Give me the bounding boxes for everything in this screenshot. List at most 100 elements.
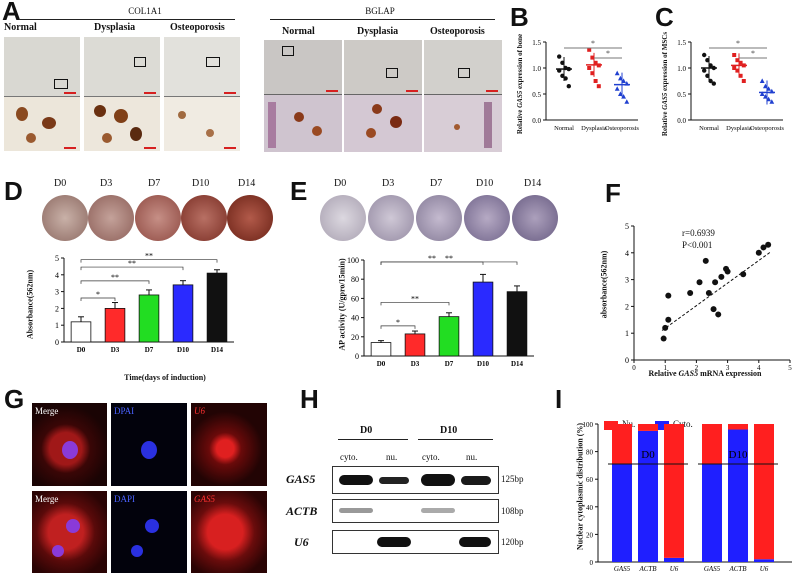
panel-h-blot-gas5 — [332, 466, 499, 494]
panel-b-point — [587, 66, 592, 70]
panel-d-sig-bracket — [80, 280, 150, 284]
panel-g-u6: U6 — [191, 403, 267, 486]
panel-g-merge-gas5: Merge — [32, 491, 107, 573]
panel-f-point — [755, 249, 762, 256]
panel-e-x-tick-label: D0 — [377, 360, 386, 368]
panel-e-y-tick-label: 0 — [355, 352, 359, 361]
panel-c-point — [705, 58, 710, 63]
panel-f-point — [660, 335, 667, 342]
panel-f-p-value: P<0.001 — [682, 240, 713, 250]
panel-d-well-d7 — [135, 195, 181, 241]
panel-e-day-label: D7 — [430, 178, 443, 189]
panel-e-well-d10 — [464, 195, 510, 241]
panel-c-sig-star: * — [751, 49, 755, 58]
panel-label-c: C — [655, 2, 674, 32]
panel-f-point — [665, 292, 672, 299]
panel-f-r-value: r=0.6939 — [682, 228, 715, 238]
panel-e-sig-star: ** — [428, 254, 436, 263]
panel-i-bar-nu — [638, 424, 658, 431]
panel-c-point — [705, 73, 710, 78]
panel-f-y-tick-label: 3 — [625, 276, 629, 285]
panel-i-bar-nu — [702, 424, 722, 465]
panel-h-lane: nu. — [386, 452, 398, 462]
panel-d-day-label: D14 — [238, 178, 256, 189]
panel-d-y-tick-label: 3 — [55, 288, 59, 297]
panel-f-point — [665, 316, 672, 323]
col1a1-normal-label: Normal — [4, 22, 37, 33]
panel-h-group-d0: D0 — [360, 425, 373, 436]
panel-h-blot-u6 — [332, 530, 499, 554]
panel-b-y-tick-label: 0.0 — [532, 117, 541, 125]
panel-g-label: DAPI — [114, 494, 136, 504]
panel-d-well-d10 — [181, 195, 227, 241]
panel-d-bar — [104, 308, 126, 343]
panel-e-well-d7 — [416, 195, 462, 241]
panel-b-point — [590, 71, 595, 76]
panel-b-point — [593, 79, 598, 83]
panel-i-bar-cyto — [728, 429, 748, 562]
panel-e-bar — [404, 333, 426, 357]
panel-i-bar-nu — [664, 424, 684, 558]
panel-f-x-tick-label: 3 — [726, 364, 730, 370]
panel-c-x-tick-label: Dysplasia — [726, 125, 752, 132]
panel-f-point — [696, 279, 703, 286]
panel-b-sig-star: * — [591, 39, 595, 48]
panel-c-point — [769, 99, 775, 104]
panel-e-well-d14 — [512, 195, 558, 241]
panel-d-well-d0 — [42, 195, 88, 241]
panel-label-i: I — [555, 384, 563, 414]
panel-h-gene: U6 — [294, 535, 309, 549]
panel-d-day-label: D3 — [100, 178, 113, 189]
panel-c-x-tick-label: Normal — [699, 125, 719, 132]
panel-c-point — [702, 52, 707, 58]
panel-c-point — [708, 63, 713, 68]
panel-e-sig-star: * — [396, 318, 400, 327]
panel-h-size: 125bp — [501, 474, 524, 484]
panel-e-day-label: D0 — [334, 178, 347, 189]
panel-i-y-tick-label: 40 — [586, 504, 594, 512]
panel-f-y-tick-label: 2 — [625, 302, 629, 311]
panel-i-bar-nu — [612, 424, 632, 465]
panel-h-group-d10: D10 — [440, 425, 458, 436]
panel-d-y-tick-label: 2 — [55, 304, 59, 313]
panel-label-h: H — [300, 384, 319, 414]
panel-i-y-tick-label: 0 — [590, 559, 594, 567]
bglap-normal-image — [264, 40, 342, 152]
panel-e-x-tick-label: D7 — [445, 360, 454, 368]
panel-e-well-d3 — [368, 195, 414, 241]
panel-c-point — [738, 60, 743, 65]
panel-c-point — [732, 66, 737, 70]
panel-b-point — [560, 60, 565, 65]
panel-f-x-tick-label: 0 — [632, 364, 636, 370]
panel-d-well-d14 — [227, 195, 273, 241]
panel-b-point — [563, 76, 568, 81]
panel-c-y-tick-label: 0.5 — [677, 91, 686, 99]
legend-nu-swatch — [604, 421, 618, 430]
panel-e-y-tick-label: 100 — [347, 256, 359, 265]
panel-label-f: F — [605, 178, 621, 208]
panel-e-day-label: D14 — [524, 178, 542, 189]
col1a1-dysplasia-label: Dysplasia — [94, 22, 136, 33]
panel-i-group-label: D0 — [641, 449, 655, 461]
panel-label-g: G — [4, 384, 25, 414]
panel-c-y-tick-label: 1.5 — [677, 39, 686, 47]
panel-label-b: B — [510, 2, 529, 32]
panel-i-bar-cyto — [664, 557, 684, 562]
panel-c-point — [711, 81, 716, 86]
panel-i-y-tick-label: 60 — [586, 476, 594, 484]
panel-d-ylabel: Absorbance(562nm) — [25, 269, 35, 340]
panel-e-y-tick-label: 80 — [351, 275, 359, 284]
panel-i-x-tick-label: ACTB — [728, 565, 747, 573]
panel-e-sig-bracket — [380, 325, 416, 329]
panel-f-point — [740, 271, 747, 278]
panel-d-x-tick-label: D3 — [111, 346, 120, 354]
panel-b-point — [614, 86, 620, 91]
panel-e-y-tick-label: 20 — [351, 333, 359, 342]
panel-d-sig-star: ** — [145, 252, 153, 261]
panel-d-well-d3 — [88, 195, 134, 241]
panel-f-x-tick-label: 4 — [757, 364, 761, 370]
panel-b-point — [624, 99, 630, 104]
